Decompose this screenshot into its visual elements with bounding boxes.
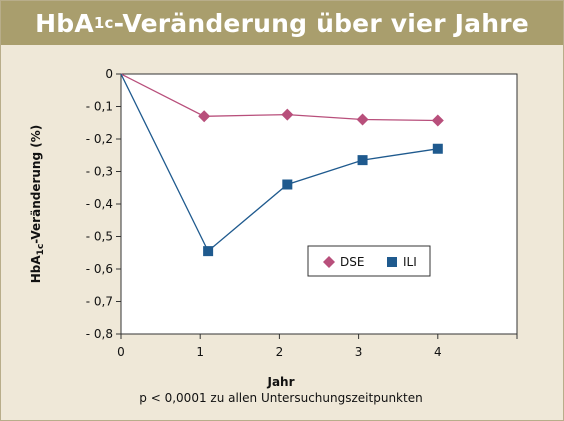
data-point-dse [281, 108, 294, 121]
x-tick-label: 1 [196, 345, 204, 359]
title-rest: -Veränderung über vier Jahre [113, 8, 529, 38]
legend-label-ili: ILI [403, 255, 417, 269]
ylabel-main: HbA [29, 255, 43, 284]
ylabel-subscript: 1c [36, 244, 46, 256]
data-point-dse [431, 114, 444, 127]
x-axis-label: Jahr [266, 375, 294, 389]
y-tick-label: - 0,4 [86, 197, 113, 211]
y-tick-label: - 0,2 [86, 132, 113, 146]
data-point-ili [357, 155, 368, 166]
legend-label-dse: DSE [340, 255, 364, 269]
y-tick-label: - 0,5 [86, 230, 113, 244]
data-point-dse [356, 113, 369, 126]
y-tick-label: - 0,3 [86, 165, 113, 179]
y-tick-label: 0 [105, 67, 113, 81]
significance-note: p < 0,0001 zu allen Untersuchungszeitpun… [139, 391, 422, 405]
x-tick-label: 0 [117, 345, 125, 359]
y-axis-label: HbA1c-Veränderung (%) [29, 125, 46, 283]
y-axis: 0 - 0,1 - 0,2 - 0,3 - 0,4 - 0,5 - 0,6 - 0,7 - 0,… [86, 67, 121, 341]
title-subscript: 1c [93, 14, 114, 32]
x-axis: 0 1 2 3 4 [117, 334, 518, 359]
series-layer [120, 73, 444, 257]
legend: DSE ILI [307, 245, 431, 277]
y-tick-label: - 0,8 [86, 327, 113, 341]
data-point-dse [198, 110, 211, 123]
data-point-ili [282, 179, 293, 190]
y-tick-label: - 0,7 [86, 295, 113, 309]
x-tick-label: 3 [355, 345, 363, 359]
data-point-ili [432, 143, 443, 154]
y-tick-label: - 0,1 [86, 100, 113, 114]
x-tick-label: 4 [434, 345, 442, 359]
ylabel-rest: -Veränderung (%) [29, 125, 43, 244]
title-main: HbA [35, 8, 94, 38]
plot-area [120, 73, 518, 335]
y-tick-label: - 0,6 [86, 262, 113, 276]
data-point-ili [203, 246, 214, 257]
chart-title: HbA 1c -Veränderung über vier Jahre [1, 1, 563, 45]
x-tick-label: 2 [276, 345, 284, 359]
legend-marker-ili [387, 257, 397, 267]
legend-marker-dse [323, 256, 335, 268]
